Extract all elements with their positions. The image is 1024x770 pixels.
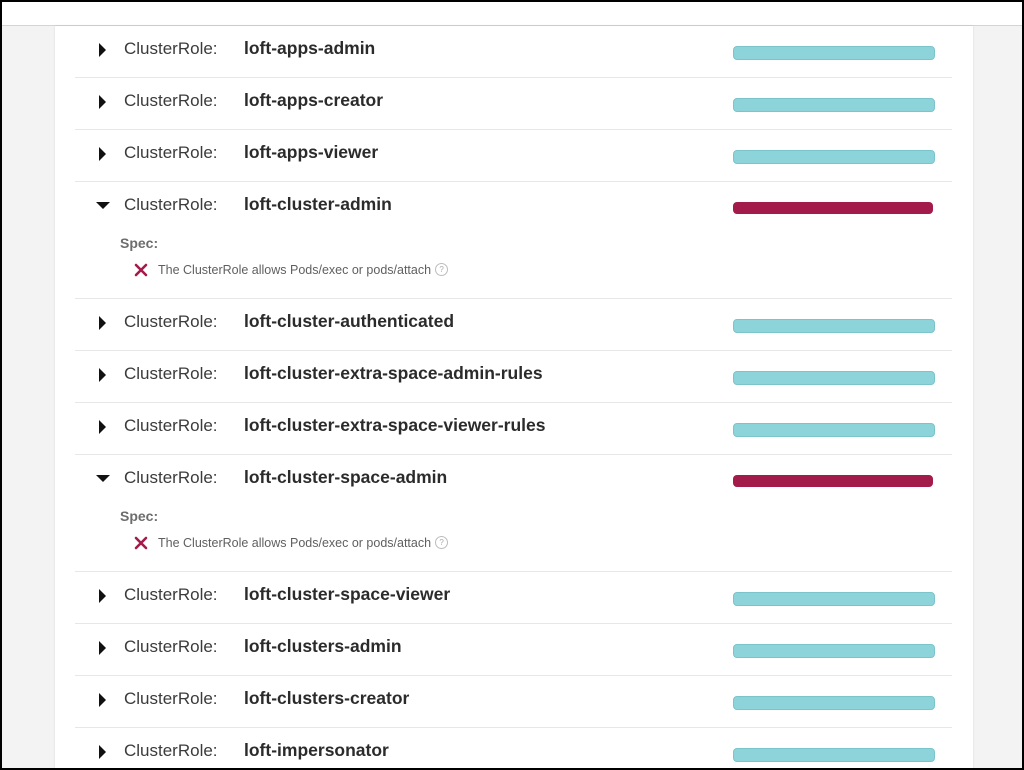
clusterrole-row[interactable]: ClusterRole: loft-apps-viewer [75, 130, 952, 182]
caret-right-icon[interactable] [95, 367, 111, 383]
caret-right-icon[interactable] [95, 692, 111, 708]
clusterrole-name: loft-impersonator [244, 740, 389, 760]
clusterrole-name: loft-apps-viewer [244, 142, 379, 162]
spec-check-message: The ClusterRole allows Pods/exec or pods… [158, 262, 432, 277]
clusterrole-list: ClusterRole: loft-apps-admin ClusterRole: l… [75, 26, 952, 768]
x-icon [133, 262, 149, 278]
status-bar [733, 98, 935, 112]
kind-label: ClusterRole: [124, 637, 218, 656]
status-bar [733, 423, 935, 437]
clusterrole-row[interactable]: ClusterRole: loft-cluster-extra-space-vie… [75, 403, 952, 455]
status-bar [733, 644, 935, 658]
clusterrole-row[interactable]: ClusterRole: loft-cluster-extra-space-adm… [75, 351, 952, 403]
kind-label: ClusterRole: [124, 39, 218, 58]
help-circle-icon[interactable]: ? [435, 536, 449, 550]
spec-label: Spec: [120, 508, 159, 524]
kind-label: ClusterRole: [124, 143, 218, 162]
kind-label: ClusterRole: [124, 416, 218, 435]
caret-right-icon[interactable] [95, 94, 111, 110]
clusterrole-name: loft-cluster-extra-space-admin-rules [244, 363, 543, 383]
help-circle-icon[interactable]: ? [435, 263, 449, 277]
clusterrole-name: loft-apps-admin [244, 38, 376, 58]
clusterrole-name: loft-apps-creator [244, 90, 384, 110]
clusterrole-name: loft-cluster-authenticated [244, 311, 455, 331]
clusterrole-name: loft-cluster-admin [244, 194, 392, 214]
status-bar [733, 475, 933, 487]
clusterrole-name: loft-cluster-space-admin [244, 467, 448, 487]
clusterrole-name: loft-clusters-admin [244, 636, 402, 656]
spec-check: The ClusterRole allows Pods/exec or pods… [133, 534, 449, 552]
results-panel: ClusterRole: loft-apps-admin ClusterRole: l… [55, 26, 973, 768]
kind-label: ClusterRole: [124, 364, 218, 383]
kind-label: ClusterRole: [124, 195, 218, 214]
caret-right-icon[interactable] [95, 419, 111, 435]
caret-right-icon[interactable] [95, 640, 111, 656]
clusterrole-row[interactable]: ClusterRole: loft-cluster-space-admin Spec… [75, 455, 952, 572]
kind-label: ClusterRole: [124, 312, 218, 331]
spec-check-message: The ClusterRole allows Pods/exec or pods… [158, 535, 432, 550]
clusterrole-row[interactable]: ClusterRole: loft-clusters-creator [75, 676, 952, 728]
clusterrole-row[interactable]: ClusterRole: loft-impersonator [75, 728, 952, 768]
kind-label: ClusterRole: [124, 689, 218, 708]
status-bar [733, 592, 935, 606]
top-bar [2, 2, 1022, 26]
kind-label: ClusterRole: [124, 91, 218, 110]
clusterrole-name: loft-cluster-space-viewer [244, 584, 451, 604]
x-icon [133, 535, 149, 551]
clusterrole-row[interactable]: ClusterRole: loft-cluster-admin Spec: The C… [75, 182, 952, 299]
caret-down-icon[interactable] [95, 471, 111, 487]
status-bar [733, 202, 933, 214]
clusterrole-row[interactable]: ClusterRole: loft-apps-admin [75, 26, 952, 78]
caret-right-icon[interactable] [95, 42, 111, 58]
caret-right-icon[interactable] [95, 744, 111, 760]
caret-right-icon[interactable] [95, 588, 111, 604]
kind-label: ClusterRole: [124, 585, 218, 604]
clusterrole-row[interactable]: ClusterRole: loft-cluster-authenticated [75, 299, 952, 351]
clusterrole-name: loft-cluster-extra-space-viewer-rules [244, 415, 546, 435]
kind-label: ClusterRole: [124, 741, 218, 760]
status-bar [733, 748, 935, 762]
caret-right-icon[interactable] [95, 146, 111, 162]
clusterrole-row[interactable]: ClusterRole: loft-cluster-space-viewer [75, 572, 952, 624]
clusterrole-row[interactable]: ClusterRole: loft-clusters-admin [75, 624, 952, 676]
kind-label: ClusterRole: [124, 468, 218, 487]
status-bar [733, 371, 935, 385]
caret-right-icon[interactable] [95, 315, 111, 331]
status-bar [733, 319, 935, 333]
caret-down-icon[interactable] [95, 198, 111, 214]
status-bar [733, 150, 935, 164]
spec-check: The ClusterRole allows Pods/exec or pods… [133, 261, 449, 279]
clusterrole-row[interactable]: ClusterRole: loft-apps-creator [75, 78, 952, 130]
status-bar [733, 696, 935, 710]
spec-label: Spec: [120, 235, 159, 251]
clusterrole-name: loft-clusters-creator [244, 688, 410, 708]
status-bar [733, 46, 935, 60]
